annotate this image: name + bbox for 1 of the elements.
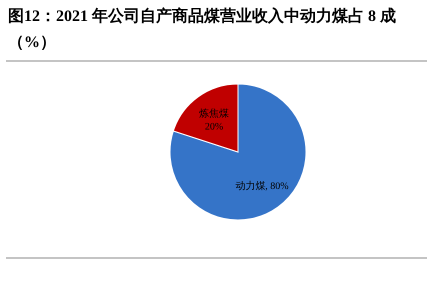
chart-title: 图12：2021 年公司自产商品煤营业收入中动力煤占 8 成（%） [8,6,397,53]
